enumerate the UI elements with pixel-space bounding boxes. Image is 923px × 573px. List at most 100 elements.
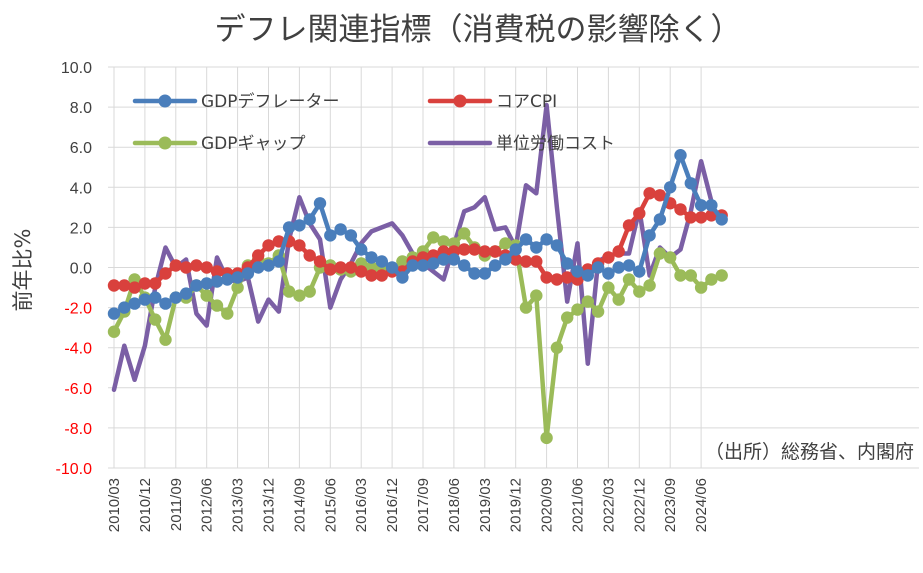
x-tick-label: 2023/09 — [662, 478, 679, 532]
data-point — [468, 267, 481, 280]
data-point — [602, 251, 615, 264]
x-tick-label: 2022/12 — [631, 478, 648, 532]
data-point — [190, 279, 203, 292]
data-point — [179, 261, 193, 274]
data-point — [478, 267, 491, 280]
data-point — [159, 267, 172, 280]
data-point — [344, 261, 358, 274]
x-tick-label: 2016/03 — [353, 478, 370, 532]
legend-item-4: 単位労働コスト — [427, 134, 615, 154]
data-point — [313, 197, 327, 210]
data-point — [427, 231, 440, 244]
data-point — [334, 261, 347, 274]
data-point — [252, 249, 265, 262]
data-point — [355, 243, 368, 256]
data-point — [694, 211, 708, 224]
data-point — [653, 247, 667, 260]
data-point — [149, 313, 162, 326]
data-point — [643, 229, 656, 242]
data-point — [282, 221, 296, 234]
legend-item-2: コアCPI — [427, 92, 557, 112]
data-point — [128, 281, 141, 294]
data-point — [488, 245, 502, 258]
data-point — [664, 181, 677, 194]
data-point — [674, 149, 687, 162]
data-point — [200, 261, 213, 274]
data-point — [118, 279, 131, 292]
y-tick-label: -4.0 — [64, 341, 92, 358]
data-point — [396, 271, 409, 284]
data-point — [282, 285, 296, 298]
data-point — [344, 229, 358, 242]
x-tick-label: 2019/03 — [477, 478, 494, 532]
data-point — [653, 189, 667, 202]
x-tick-label: 2013/03 — [230, 478, 247, 532]
legend-item-1: GDPデフレーター — [132, 91, 340, 112]
data-point — [571, 265, 584, 278]
source-note: （出所）総務省、内閣府 — [705, 441, 914, 463]
data-point — [612, 261, 625, 274]
x-tick-label: 2012/06 — [199, 478, 216, 532]
data-point — [107, 307, 121, 320]
y-tick-label: -2.0 — [64, 301, 92, 318]
data-point — [622, 273, 636, 286]
data-point — [684, 211, 697, 224]
data-point — [293, 239, 306, 252]
x-tick-label: 2017/09 — [415, 478, 432, 532]
data-point — [561, 257, 574, 270]
data-point — [643, 279, 656, 292]
x-tick-label: 2010/03 — [106, 478, 123, 532]
data-point — [684, 177, 697, 190]
data-point — [581, 269, 594, 282]
data-point — [210, 275, 224, 288]
data-point — [499, 253, 512, 266]
y-tick-label: 0.0 — [70, 261, 92, 278]
data-point — [149, 277, 162, 290]
data-point — [561, 271, 574, 284]
data-point — [200, 277, 213, 290]
data-point — [447, 253, 461, 266]
data-point — [519, 255, 533, 268]
y-axis-label: 前年比% — [11, 229, 35, 312]
data-point — [427, 257, 440, 270]
x-tick-label: 2020/09 — [539, 478, 556, 532]
data-point — [375, 255, 388, 268]
data-point — [499, 237, 512, 250]
data-point — [303, 249, 316, 262]
data-point — [643, 187, 656, 200]
data-point — [231, 271, 244, 284]
data-point — [365, 269, 378, 282]
data-point — [674, 203, 687, 216]
data-point — [200, 289, 213, 302]
data-point — [303, 285, 316, 298]
data-point — [550, 273, 564, 286]
data-point — [437, 253, 450, 266]
data-point — [715, 213, 728, 226]
data-point — [293, 219, 306, 232]
data-point — [159, 333, 172, 346]
data-point — [303, 213, 316, 226]
data-point — [694, 199, 708, 212]
data-point — [221, 273, 234, 286]
data-point — [293, 289, 306, 302]
data-point — [169, 291, 182, 304]
data-point — [705, 273, 718, 286]
data-point — [262, 239, 275, 252]
legend-marker — [158, 94, 172, 108]
data-point — [138, 277, 152, 290]
x-tick-label: 2011/09 — [168, 478, 185, 531]
data-point — [540, 271, 553, 284]
data-point — [602, 267, 615, 280]
legend-label: GDPデフレーター — [201, 91, 340, 112]
data-point — [128, 297, 141, 310]
data-point — [550, 239, 564, 252]
data-point — [509, 253, 522, 266]
data-point — [653, 213, 667, 226]
data-point — [355, 265, 368, 278]
y-tick-label: -8.0 — [64, 421, 92, 438]
x-tick-label: 2014/09 — [291, 478, 308, 532]
data-point — [612, 293, 625, 306]
data-point — [530, 241, 543, 254]
data-point — [519, 301, 533, 314]
